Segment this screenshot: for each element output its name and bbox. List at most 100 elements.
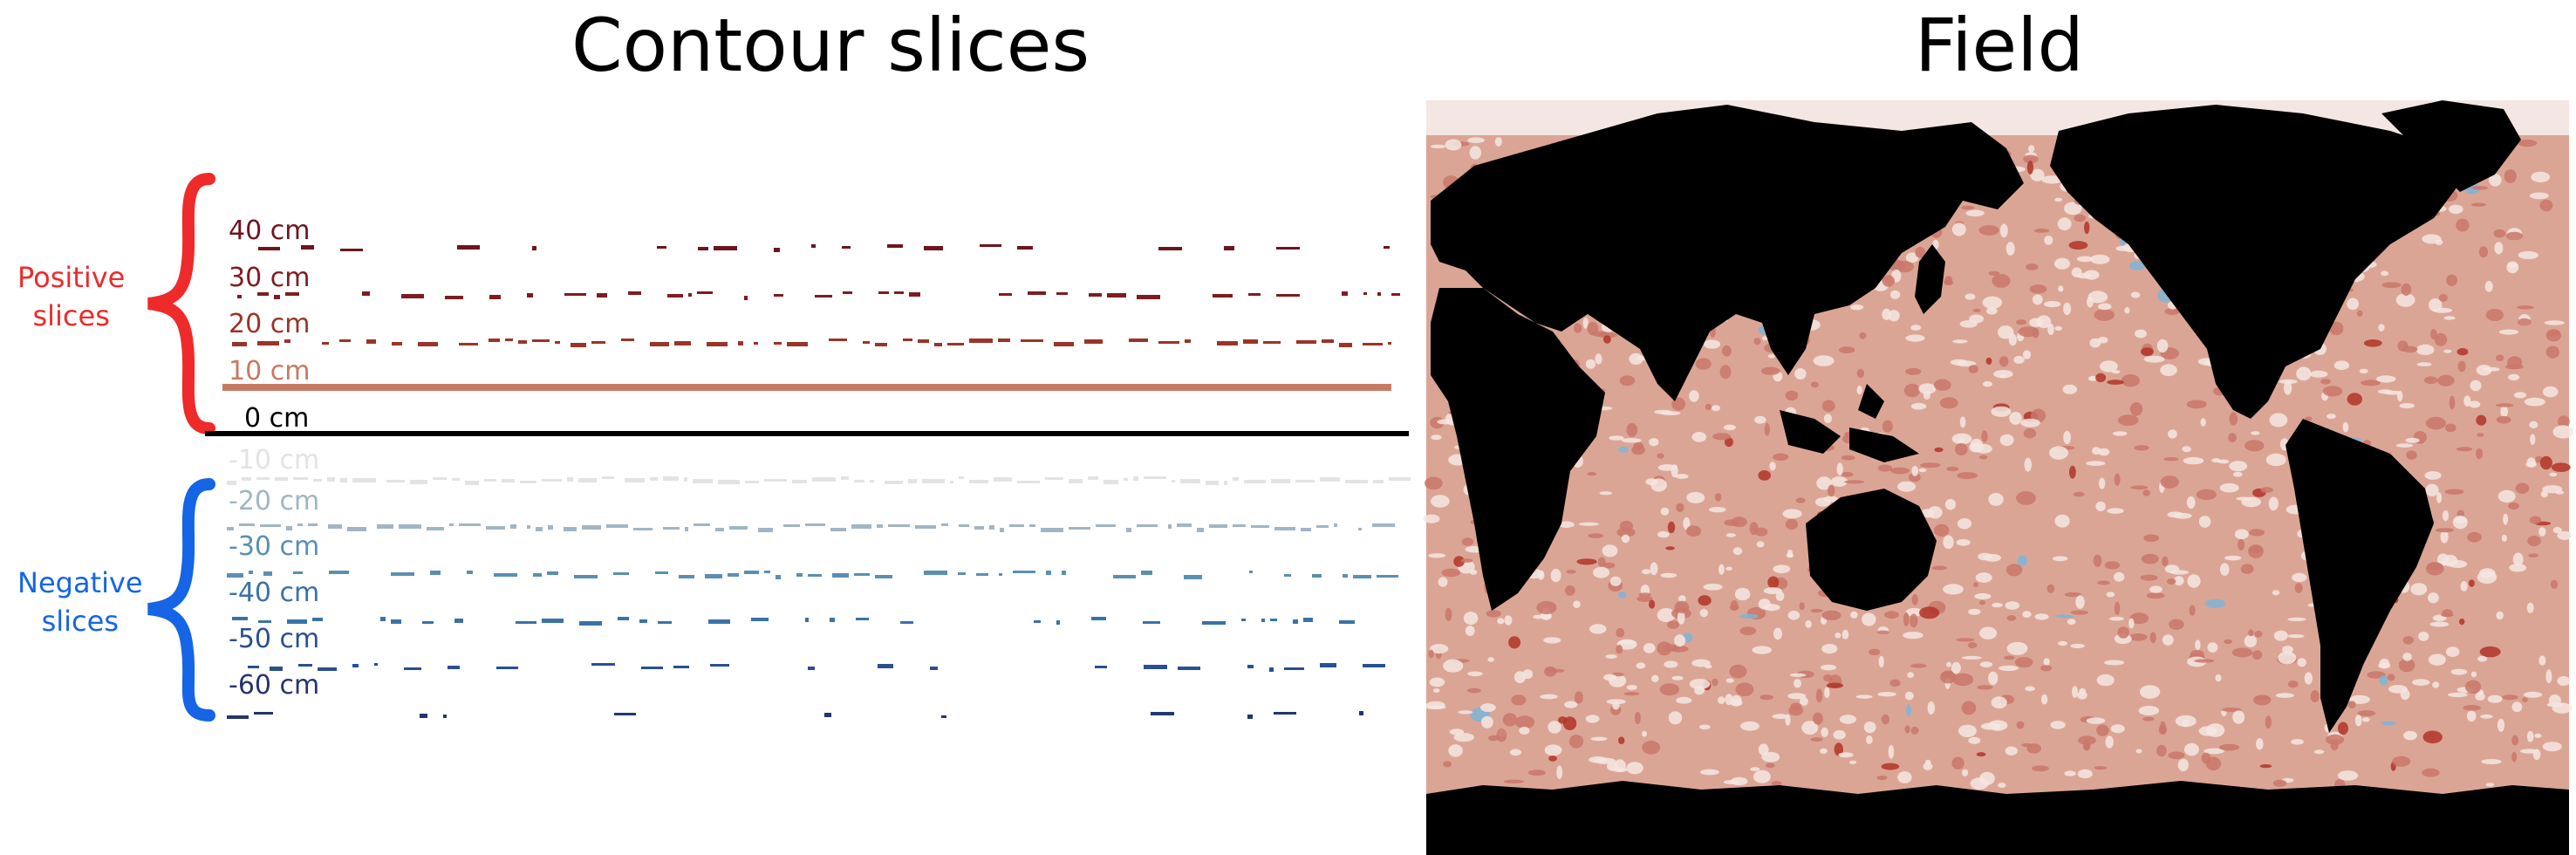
field-blob xyxy=(2438,293,2448,302)
field-blob xyxy=(1826,682,1843,688)
field-blob xyxy=(2063,430,2072,445)
field-blob xyxy=(2254,630,2263,638)
field-blob xyxy=(2032,294,2043,305)
field-blob xyxy=(1794,368,1807,380)
slice-segment xyxy=(410,480,427,484)
field-blob xyxy=(1946,466,1959,472)
slice-segment xyxy=(698,247,708,250)
field-blob xyxy=(1621,438,1642,443)
slice-segment xyxy=(900,621,913,624)
field-blob xyxy=(2269,413,2288,428)
slice-segment xyxy=(318,667,337,671)
field-blob xyxy=(2260,487,2273,493)
field-blob xyxy=(2232,710,2245,724)
field-blob xyxy=(2503,513,2509,525)
field-blob xyxy=(1828,484,1835,497)
slice-segment xyxy=(1144,665,1167,669)
field-blob xyxy=(2330,741,2339,751)
field-blob xyxy=(2398,658,2415,673)
field-blob xyxy=(1985,357,1992,365)
field-blob xyxy=(2168,429,2177,439)
field-blob xyxy=(1923,763,1933,770)
slice-segment xyxy=(941,523,948,526)
field-blob xyxy=(2432,307,2453,313)
field-blob xyxy=(1910,726,1919,735)
field-blob xyxy=(2527,536,2541,547)
field-blob xyxy=(2028,145,2035,153)
slice-segment xyxy=(684,477,687,482)
field-blob xyxy=(2283,380,2292,395)
field-blob xyxy=(2509,564,2527,572)
field-blob xyxy=(1991,696,2007,709)
field-blob xyxy=(1461,537,1474,546)
slice-segment xyxy=(989,525,994,530)
slice-segment xyxy=(1000,528,1004,532)
field-blob xyxy=(2055,614,2074,619)
field-blob xyxy=(1537,570,1545,580)
slice-segment xyxy=(1363,343,1383,345)
field-blob xyxy=(1771,781,1782,786)
field-blob xyxy=(2207,642,2218,653)
field-blob xyxy=(2445,646,2460,657)
field-blob xyxy=(1785,390,1799,401)
field-blob xyxy=(2248,544,2264,558)
field-blob xyxy=(2511,735,2519,746)
field-blob xyxy=(2496,354,2504,362)
slice-segment xyxy=(667,294,683,298)
field-blob xyxy=(2327,414,2336,420)
slice-segment xyxy=(1088,476,1098,480)
field-blob xyxy=(1636,662,1646,669)
field-blob xyxy=(1588,533,1604,538)
field-blob xyxy=(2023,428,2037,439)
slice-segment xyxy=(976,573,988,576)
field-blob xyxy=(2124,307,2130,314)
field-blob xyxy=(1905,704,1911,717)
field-blob xyxy=(2429,621,2450,627)
slice-segment xyxy=(1009,524,1024,527)
field-blob xyxy=(1981,430,1988,442)
field-blob xyxy=(2096,724,2109,736)
slice-segment xyxy=(854,480,864,482)
positive-label-line1: Positive xyxy=(17,261,126,294)
field-blob xyxy=(2544,320,2565,325)
field-blob xyxy=(2297,658,2306,667)
field-blob xyxy=(1992,602,2004,608)
field-blob xyxy=(1968,608,1981,615)
field-blob xyxy=(1895,261,1914,273)
slice-segment xyxy=(1056,292,1068,295)
slice-segment xyxy=(578,478,597,482)
field-blob xyxy=(1445,139,1462,151)
field-blob xyxy=(1740,721,1759,731)
field-blob xyxy=(2443,349,2452,353)
field-blob xyxy=(1589,756,1608,763)
field-blob xyxy=(2441,612,2454,618)
slice-segment xyxy=(796,573,803,577)
slice-segment xyxy=(459,523,481,526)
slice-segment xyxy=(532,339,550,342)
field-blob xyxy=(1718,696,1725,704)
slice-segment xyxy=(401,294,424,298)
field-blob xyxy=(1502,713,1518,727)
field-blob xyxy=(1889,290,1901,299)
field-blob xyxy=(2156,339,2169,353)
field-blob xyxy=(2526,602,2534,613)
field-blob xyxy=(1494,137,1502,147)
slice-segment xyxy=(792,480,807,483)
slice-segment xyxy=(1284,667,1304,670)
slice-segment xyxy=(257,292,269,296)
field-blob xyxy=(2470,202,2486,207)
field-blob xyxy=(2406,450,2417,460)
field-blob xyxy=(1968,365,1978,373)
field-blob xyxy=(1978,225,1999,236)
field-blob xyxy=(2470,671,2477,678)
slice-segment xyxy=(1261,619,1265,622)
field-blob xyxy=(2077,769,2093,779)
slice-segment xyxy=(582,525,601,530)
slice-segment xyxy=(232,342,247,346)
field-blob xyxy=(1904,725,1910,734)
field-blob xyxy=(2183,742,2199,756)
slice-segment xyxy=(1296,340,1316,344)
field-blob xyxy=(2518,250,2538,260)
field-blob xyxy=(2497,718,2505,732)
field-blob xyxy=(1732,547,1743,556)
